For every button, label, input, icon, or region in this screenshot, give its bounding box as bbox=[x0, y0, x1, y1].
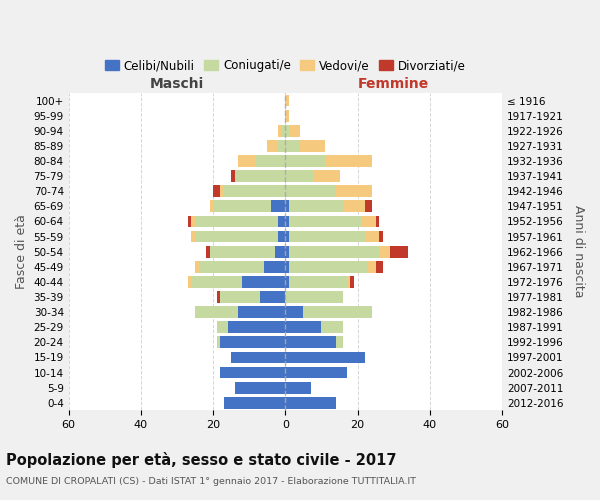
Bar bbox=[300, 140, 325, 152]
Bar bbox=[275, 246, 286, 258]
Bar bbox=[286, 276, 289, 287]
Bar bbox=[286, 336, 336, 348]
Bar bbox=[286, 125, 289, 136]
Bar bbox=[336, 186, 372, 197]
Bar bbox=[304, 306, 372, 318]
Bar bbox=[199, 261, 263, 272]
Bar bbox=[350, 276, 354, 287]
Bar bbox=[282, 125, 286, 136]
Bar bbox=[347, 276, 350, 287]
Bar bbox=[195, 306, 238, 318]
Bar bbox=[206, 246, 209, 258]
Bar bbox=[263, 261, 286, 272]
Bar bbox=[286, 306, 304, 318]
Bar bbox=[376, 261, 383, 272]
Bar bbox=[213, 186, 220, 197]
Bar bbox=[289, 246, 379, 258]
Bar bbox=[289, 230, 365, 242]
Bar bbox=[238, 155, 256, 167]
Bar bbox=[224, 397, 286, 408]
Y-axis label: Fasce di età: Fasce di età bbox=[15, 214, 28, 289]
Bar bbox=[227, 322, 286, 333]
Bar bbox=[260, 291, 286, 303]
Bar bbox=[365, 200, 372, 212]
Bar bbox=[322, 322, 343, 333]
Bar bbox=[268, 140, 278, 152]
Bar bbox=[220, 186, 224, 197]
Bar bbox=[286, 94, 289, 106]
Bar bbox=[286, 382, 311, 394]
Bar bbox=[278, 230, 286, 242]
Bar bbox=[220, 366, 286, 378]
Bar bbox=[278, 125, 282, 136]
Bar bbox=[343, 200, 365, 212]
Bar bbox=[286, 291, 343, 303]
Bar bbox=[365, 230, 379, 242]
Bar bbox=[220, 291, 260, 303]
Bar bbox=[379, 246, 390, 258]
Bar bbox=[379, 230, 383, 242]
Bar bbox=[188, 276, 191, 287]
Bar bbox=[188, 216, 191, 228]
Bar bbox=[209, 246, 275, 258]
Bar bbox=[289, 216, 361, 228]
Bar bbox=[278, 140, 286, 152]
Bar bbox=[191, 276, 242, 287]
Bar bbox=[195, 230, 278, 242]
Bar bbox=[289, 125, 300, 136]
Bar bbox=[286, 261, 289, 272]
Bar bbox=[231, 170, 235, 182]
Bar bbox=[195, 261, 199, 272]
Bar bbox=[289, 200, 343, 212]
Bar bbox=[217, 322, 227, 333]
Bar bbox=[286, 246, 289, 258]
Text: Femmine: Femmine bbox=[358, 76, 430, 90]
Bar bbox=[376, 216, 379, 228]
Bar bbox=[289, 276, 347, 287]
Bar bbox=[368, 261, 376, 272]
Bar bbox=[361, 216, 376, 228]
Bar bbox=[271, 200, 286, 212]
Bar bbox=[336, 336, 343, 348]
Bar bbox=[256, 155, 286, 167]
Bar bbox=[286, 366, 347, 378]
Bar bbox=[286, 352, 365, 364]
Bar bbox=[209, 200, 213, 212]
Bar bbox=[278, 216, 286, 228]
Y-axis label: Anni di nascita: Anni di nascita bbox=[572, 206, 585, 298]
Bar bbox=[191, 230, 195, 242]
Bar bbox=[217, 336, 220, 348]
Bar bbox=[286, 230, 289, 242]
Bar bbox=[242, 276, 286, 287]
Bar bbox=[220, 336, 286, 348]
Bar bbox=[224, 186, 286, 197]
Bar bbox=[195, 216, 278, 228]
Bar bbox=[191, 216, 195, 228]
Bar bbox=[286, 186, 336, 197]
Bar bbox=[286, 140, 300, 152]
Bar bbox=[325, 155, 372, 167]
Bar bbox=[238, 306, 286, 318]
Bar bbox=[286, 155, 325, 167]
Bar bbox=[231, 352, 286, 364]
Bar bbox=[286, 397, 336, 408]
Text: COMUNE DI CROPALATI (CS) - Dati ISTAT 1° gennaio 2017 - Elaborazione TUTTITALIA.: COMUNE DI CROPALATI (CS) - Dati ISTAT 1°… bbox=[6, 478, 416, 486]
Legend: Celibi/Nubili, Coniugati/e, Vedovi/e, Divorziati/e: Celibi/Nubili, Coniugati/e, Vedovi/e, Di… bbox=[100, 54, 471, 77]
Bar bbox=[286, 170, 314, 182]
Bar bbox=[286, 110, 289, 122]
Bar bbox=[286, 216, 289, 228]
Bar bbox=[286, 200, 289, 212]
Bar bbox=[235, 382, 286, 394]
Bar bbox=[217, 291, 220, 303]
Bar bbox=[213, 200, 271, 212]
Bar bbox=[314, 170, 340, 182]
Bar bbox=[286, 322, 322, 333]
Text: Popolazione per età, sesso e stato civile - 2017: Popolazione per età, sesso e stato civil… bbox=[6, 452, 397, 468]
Bar bbox=[390, 246, 408, 258]
Bar bbox=[289, 261, 368, 272]
Text: Maschi: Maschi bbox=[150, 76, 204, 90]
Bar bbox=[235, 170, 286, 182]
